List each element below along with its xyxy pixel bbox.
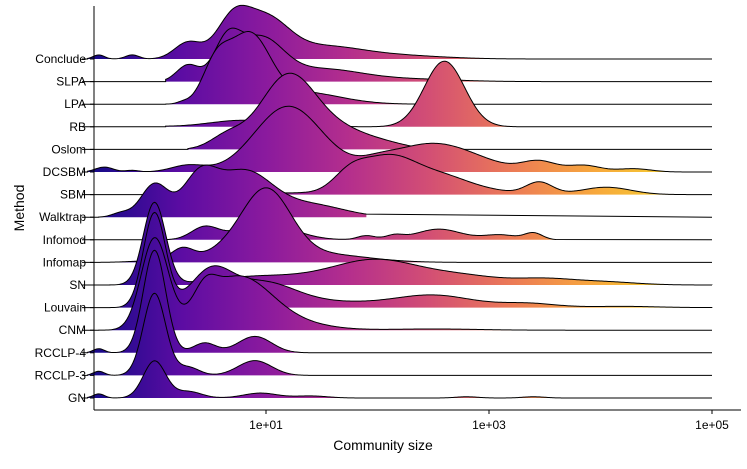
ridge-gn: [82, 360, 712, 399]
ridge-outline: [82, 105, 712, 173]
ridge-outline: [82, 4, 712, 60]
y-tick-label: Walktrap: [39, 210, 86, 224]
ridge-outline: [82, 292, 712, 376]
ridge-area: [98, 237, 601, 331]
y-axis-title: Method: [11, 185, 27, 232]
y-tick-label: RCCLP-3: [35, 368, 87, 382]
ridge-outline: [82, 187, 712, 263]
y-tick-label: RB: [69, 120, 86, 134]
ridge-area: [165, 31, 712, 105]
y-tick-label: DCSBM: [43, 165, 86, 179]
y-tick-label: Infomod: [43, 233, 86, 247]
ridge-area: [87, 250, 601, 353]
y-tick-label: Louvain: [44, 301, 86, 315]
y-tick-label: CNM: [59, 323, 86, 337]
ridge-dcsbm: [82, 105, 713, 173]
y-tick-labels: GN RCCLP-3 RCCLP-4 CNM Louvain SN Infomap Infom…: [35, 52, 94, 405]
ridge-rcclp-3: [82, 292, 712, 376]
axes-layer: [93, 6, 741, 411]
ridge-area: [87, 154, 713, 195]
y-tick-label: Conclude: [35, 52, 86, 66]
ridge-infomod: [82, 222, 713, 241]
x-axis-title: Community size: [333, 437, 433, 453]
ridge-cnm: [82, 237, 712, 331]
ridge-outline: [82, 237, 712, 331]
y-tick-label: SBM: [60, 188, 86, 202]
ridge-infomap: [82, 187, 712, 263]
ridges-layer: [82, 4, 713, 399]
ridge-area: [87, 106, 713, 172]
ridge-area: [165, 61, 712, 127]
y-tick-label: SLPA: [56, 75, 86, 89]
ridge-area: [87, 293, 601, 376]
ridge-outline: [82, 164, 713, 218]
y-tick-label: LPA: [64, 97, 86, 111]
ridge-outline: [82, 211, 713, 309]
ridge-rcclp-4: [82, 249, 712, 354]
ridge-area: [98, 165, 367, 218]
y-tick-label: Oslom: [51, 142, 86, 156]
ridge-walktrap: [82, 164, 713, 218]
ridge-area: [87, 360, 601, 398]
y-tick-label: RCCLP-4: [35, 346, 87, 360]
x-tick-label: 1e+01: [249, 418, 283, 432]
ridge-area: [98, 187, 601, 263]
y-tick-label: GN: [68, 391, 86, 405]
x-tick-label: 1e+03: [472, 418, 506, 432]
y-tick-label: Infomap: [43, 255, 87, 269]
ridge-outline: [82, 360, 712, 399]
ridge-outline: [82, 249, 712, 354]
x-tick-label: 1e+05: [695, 418, 729, 432]
x-ticks: 1e+01 1e+03 1e+05: [249, 410, 729, 432]
ridge-louvain: [82, 211, 713, 309]
y-tick-label: SN: [69, 278, 86, 292]
ridge-outline: [82, 222, 713, 241]
ridge-area: [109, 212, 712, 308]
ridge-area: [165, 28, 712, 82]
